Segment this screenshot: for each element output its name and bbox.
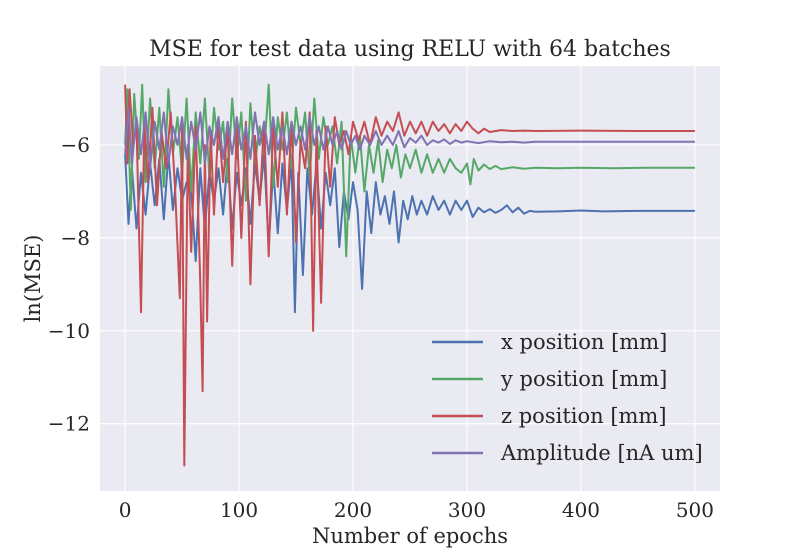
chart-title: MSE for test data using RELU with 64 bat… [149, 37, 671, 62]
x-tick-label: 200 [334, 498, 372, 522]
y-axis-label: ln(MSE) [21, 235, 45, 323]
y-tick-label: −6 [61, 133, 90, 157]
legend: x position [mm] y position [mm] z position… [432, 330, 703, 465]
legend-label: Amplitude [nA um] [500, 441, 703, 465]
x-tick-label: 100 [220, 498, 258, 522]
y-tick-label: −12 [48, 412, 90, 436]
legend-label: x position [mm] [501, 330, 667, 354]
x-tick-label: 300 [448, 498, 486, 522]
x-axis-label: Number of epochs [312, 524, 508, 548]
y-tick-label: −10 [48, 319, 90, 343]
series-line-4 [124, 106, 695, 170]
series-line-3 [124, 84, 695, 467]
legend-label: y position [mm] [500, 367, 667, 391]
y-tick-label: −8 [61, 226, 90, 250]
tick-labels: 0 100 200 300 400 500 −12 −10 −8 −6 [48, 133, 714, 522]
legend-label: z position [mm] [501, 404, 667, 428]
series-layer [124, 83, 695, 467]
x-tick-label: 400 [562, 498, 600, 522]
x-tick-label: 0 [119, 498, 132, 522]
x-tick-label: 500 [676, 498, 714, 522]
